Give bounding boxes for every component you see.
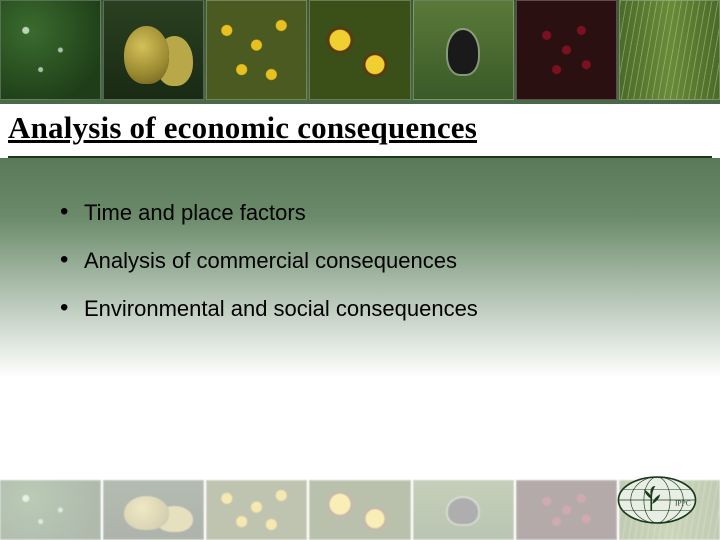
banner-bottom [0,480,720,540]
banner-tile-leaf [0,480,101,540]
title-bar: Analysis of economic consequences [0,104,720,158]
title-divider [8,156,712,158]
content-area: Time and place factors Analysis of comme… [56,200,680,344]
banner-tile-berries [516,0,617,100]
bullet-item: Environmental and social consequences [56,296,680,322]
banner-tile-beetle [413,480,514,540]
slide: Analysis of economic consequences Time a… [0,0,720,540]
ippc-logo: IPPC [616,474,698,526]
bullet-item: Analysis of commercial consequences [56,248,680,274]
banner-tile-sunflowers [309,0,410,100]
banner-top [0,0,720,100]
banner-tile-berries [516,480,617,540]
slide-title: Analysis of economic consequences [8,110,712,146]
banner-tile-flowers [206,0,307,100]
bullet-list: Time and place factors Analysis of comme… [56,200,680,322]
banner-tile-sunflowers [309,480,410,540]
banner-tile-pears [103,0,204,100]
banner-tile-leaf [0,0,101,100]
bullet-item: Time and place factors [56,200,680,226]
banner-tile-grass [619,0,720,100]
banner-tile-pears [103,480,204,540]
banner-tile-flowers [206,480,307,540]
banner-tile-beetle [413,0,514,100]
logo-label: IPPC [675,499,691,508]
